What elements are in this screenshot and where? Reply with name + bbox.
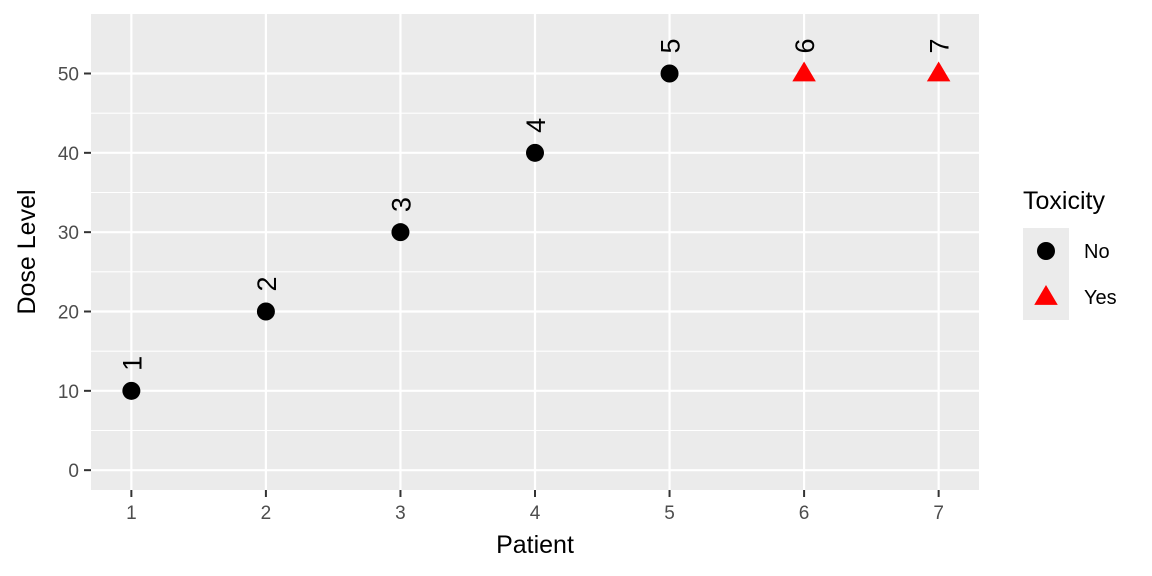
x-tick-label: 1: [126, 503, 137, 524]
y-tick-label: 20: [58, 303, 79, 324]
x-axis-title: Patient: [496, 531, 574, 559]
legend-key-background: [1023, 228, 1069, 320]
data-point-5: [660, 64, 679, 83]
point-label-1: 1: [117, 356, 147, 371]
x-tick-label: 3: [395, 503, 406, 524]
x-tick-label: 6: [799, 503, 810, 524]
x-tick-label: 4: [530, 503, 541, 524]
data-point-3: [391, 223, 410, 242]
point-label-2: 2: [252, 276, 282, 291]
x-tick-label: 7: [933, 503, 944, 524]
y-tick-label: 50: [58, 65, 79, 86]
point-label-3: 3: [386, 197, 416, 212]
data-point-4: [526, 143, 544, 162]
point-label-5: 5: [656, 38, 686, 53]
y-tick-label: 40: [58, 144, 79, 165]
legend-key-no: [1037, 242, 1055, 260]
y-axis-title: Dose Level: [13, 189, 41, 314]
x-tick-label: 5: [664, 503, 675, 524]
legend-key-yes: [1034, 285, 1058, 305]
x-axis: 1 2 3 4 5 6 7: [126, 490, 944, 524]
legend-label-no: No: [1084, 241, 1110, 263]
data-point-2: [256, 302, 275, 321]
point-labels: 1 2 3 4 5 6 7: [117, 38, 954, 370]
point-label-4: 4: [521, 118, 551, 133]
point-label-7: 7: [925, 38, 955, 53]
data-point-1: [122, 381, 141, 400]
legend: Toxicity No Yes: [1023, 187, 1117, 320]
y-tick-label: 10: [58, 382, 79, 403]
y-tick-label: 0: [68, 461, 79, 482]
x-tick-label: 2: [261, 503, 272, 524]
y-tick-label: 30: [58, 223, 79, 244]
legend-label-yes: Yes: [1084, 287, 1117, 309]
legend-entries: No Yes: [1034, 241, 1117, 309]
data-point-7: [926, 61, 951, 82]
y-axis: 0 10 20 30 40 50: [58, 65, 91, 482]
legend-title: Toxicity: [1023, 187, 1105, 215]
data-points: [122, 61, 951, 400]
point-label-6: 6: [790, 38, 820, 53]
data-point-6: [792, 61, 816, 82]
